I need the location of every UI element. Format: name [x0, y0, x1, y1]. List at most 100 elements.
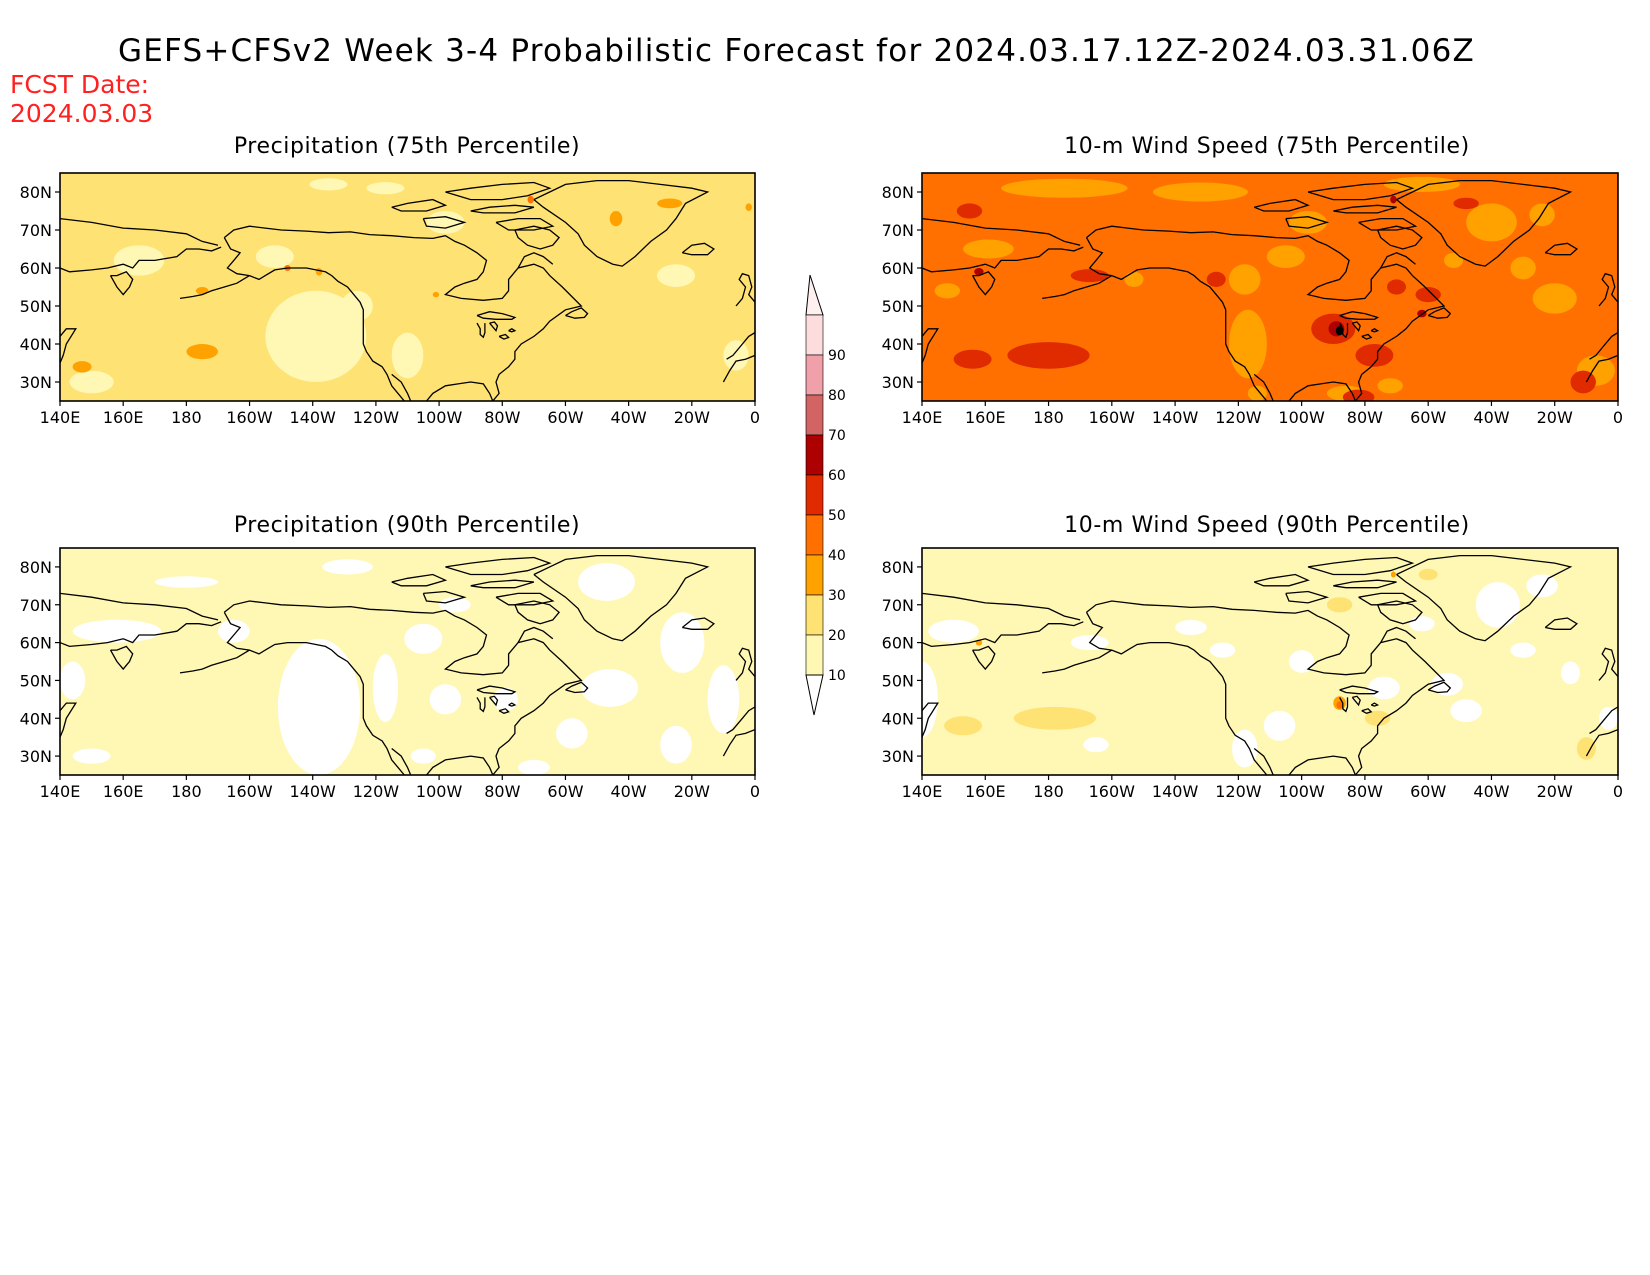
field-blob [1599, 706, 1618, 730]
coastline [223, 600, 583, 775]
field-blob [1336, 701, 1343, 709]
coastline [1333, 204, 1397, 214]
colorbar-label: 90 [828, 348, 846, 364]
x-tick-label: 160W [1089, 408, 1136, 427]
y-tick-label: 30N [20, 373, 52, 392]
coastline [1585, 728, 1618, 757]
coastline [1376, 225, 1423, 250]
x-tick-label: 120W [1215, 782, 1262, 801]
field-blob [1390, 571, 1396, 578]
coastline [1307, 181, 1415, 201]
field-blob [1247, 385, 1267, 401]
coastline [476, 311, 517, 320]
coastline [565, 307, 589, 319]
x-tick-label: 80W [484, 408, 520, 427]
x-tick-label: 100W [1278, 408, 1325, 427]
field-blob [1453, 197, 1479, 210]
coastline [60, 217, 219, 246]
field-blob [974, 268, 984, 276]
x-tick-label: 20W [674, 782, 710, 801]
colorbar-segment [805, 634, 824, 676]
coastline [1585, 354, 1618, 383]
coastline [1339, 685, 1380, 695]
field-blob [255, 245, 294, 268]
coastline [533, 179, 710, 267]
x-tick-label: 180 [171, 782, 202, 801]
field-blob [518, 759, 550, 775]
coastline [60, 246, 222, 273]
colorbar-label: 30 [828, 588, 846, 604]
coastline [565, 681, 589, 694]
field-blob [1510, 642, 1536, 658]
colorbar-segment [805, 474, 824, 516]
field-blob [1450, 699, 1482, 723]
field-blob [265, 290, 367, 382]
x-tick-label: 160E [965, 408, 1006, 427]
y-tick-label: 40N [20, 335, 52, 354]
field-blob [1228, 264, 1261, 295]
colorbar-label: 40 [828, 548, 846, 564]
field-blob [1526, 574, 1558, 598]
field-blob [1288, 650, 1315, 673]
y-tick-label: 30N [20, 747, 52, 766]
coastline [1288, 755, 1357, 775]
y-tick-label: 80N [20, 183, 52, 202]
field-blob [1175, 619, 1207, 636]
field-blob [1383, 176, 1460, 192]
x-tick-label: 140W [1152, 782, 1199, 801]
coastline [1396, 179, 1573, 267]
coastline [1042, 275, 1113, 300]
coastline [1285, 216, 1330, 229]
colorbar-label: 50 [828, 508, 846, 524]
x-tick-label: 40W [1473, 408, 1509, 427]
y-tick-label: 50N [882, 297, 914, 316]
x-tick-label: 140W [290, 782, 337, 801]
coastline [179, 275, 250, 300]
coastline [508, 328, 517, 333]
coastline [1253, 373, 1274, 401]
coastline [495, 217, 555, 231]
coastline [391, 573, 448, 587]
field-blob [1387, 279, 1406, 295]
field-blob [1013, 706, 1096, 730]
colorbar-label: 60 [828, 468, 846, 484]
field-blob [154, 576, 218, 588]
y-tick-label: 80N [20, 558, 52, 577]
colorbar: 10 20 30 40 50 60 70 80 90 [805, 274, 846, 716]
coastline [722, 354, 755, 383]
field-blob [660, 725, 692, 764]
map-panel-wind-90: 140E 160E 180 160W 140W 120W 100W 80W 60W 40W 20W 0… [882, 547, 1623, 801]
coastline [109, 645, 134, 671]
field-blob [426, 211, 465, 234]
field-blob [429, 684, 462, 715]
x-tick-label: 0 [750, 782, 760, 801]
coastline [735, 647, 755, 681]
coastline [109, 271, 134, 296]
field-blob [1001, 178, 1128, 198]
field-blob [1263, 710, 1296, 741]
field-blob [1289, 211, 1327, 234]
coastline [1358, 217, 1418, 231]
coastline [1361, 708, 1373, 715]
field-blob [1209, 642, 1236, 658]
field-blob [1364, 710, 1391, 726]
field-blob [745, 203, 752, 211]
map-frame [59, 172, 756, 402]
field-blob [963, 239, 1014, 259]
field-blob [322, 559, 373, 575]
field-blob [218, 619, 250, 643]
field-blob [1368, 676, 1400, 700]
x-tick-label: 40W [1473, 782, 1509, 801]
map-panel-precip-90: 140E 160E 180 160W 140W 120W 100W 80W 60W 40W 20W 0… [20, 547, 760, 801]
field-blob [556, 718, 588, 749]
x-tick-label: 100W [416, 408, 463, 427]
y-tick-label: 40N [20, 709, 52, 728]
colorbar-label: 70 [828, 428, 846, 444]
coastline [445, 556, 552, 576]
coastline [476, 322, 486, 339]
coastline [1339, 697, 1349, 713]
coastline [726, 706, 755, 734]
coastline [1086, 225, 1446, 401]
field-blob [1083, 737, 1109, 753]
coastline [514, 225, 561, 250]
